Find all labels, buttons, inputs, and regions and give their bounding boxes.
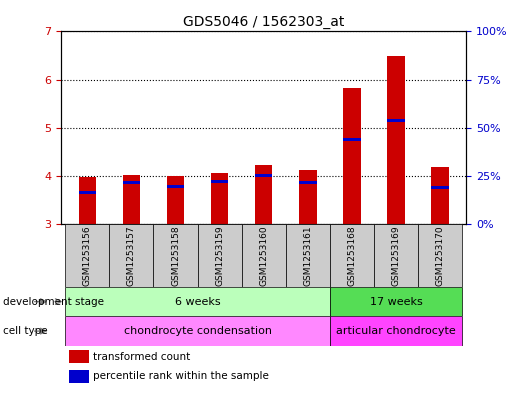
Bar bbox=[167, 185, 184, 188]
Bar bbox=[65, 224, 109, 287]
Bar bbox=[78, 191, 96, 194]
Bar bbox=[167, 176, 184, 224]
Bar bbox=[418, 224, 462, 287]
Bar bbox=[299, 170, 316, 224]
Bar bbox=[69, 369, 89, 383]
Text: transformed count: transformed count bbox=[93, 352, 191, 362]
Text: 6 weeks: 6 weeks bbox=[175, 297, 220, 307]
Text: development stage: development stage bbox=[3, 297, 104, 307]
Text: GSM1253157: GSM1253157 bbox=[127, 225, 136, 286]
Bar bbox=[65, 287, 330, 316]
Text: GSM1253160: GSM1253160 bbox=[259, 225, 268, 286]
Bar bbox=[299, 181, 316, 184]
Bar bbox=[69, 350, 89, 363]
Text: GSM1253158: GSM1253158 bbox=[171, 225, 180, 286]
Text: cell type: cell type bbox=[3, 326, 47, 336]
Bar bbox=[343, 88, 360, 224]
Bar bbox=[122, 181, 140, 184]
Bar bbox=[330, 224, 374, 287]
Bar bbox=[387, 57, 405, 224]
Bar bbox=[255, 174, 272, 177]
Text: GSM1253168: GSM1253168 bbox=[347, 225, 356, 286]
Bar bbox=[65, 316, 330, 346]
Bar bbox=[211, 180, 228, 183]
Bar bbox=[330, 316, 462, 346]
Text: GSM1253170: GSM1253170 bbox=[436, 225, 445, 286]
Text: GSM1253156: GSM1253156 bbox=[83, 225, 92, 286]
Bar bbox=[387, 119, 405, 122]
Bar bbox=[286, 224, 330, 287]
Title: GDS5046 / 1562303_at: GDS5046 / 1562303_at bbox=[183, 15, 344, 29]
Bar bbox=[198, 224, 242, 287]
Bar bbox=[122, 175, 140, 224]
Text: GSM1253159: GSM1253159 bbox=[215, 225, 224, 286]
Bar bbox=[431, 186, 449, 189]
Bar bbox=[343, 138, 360, 141]
Text: GSM1253169: GSM1253169 bbox=[391, 225, 400, 286]
Bar bbox=[431, 167, 449, 224]
Text: articular chondrocyte: articular chondrocyte bbox=[336, 326, 456, 336]
Bar bbox=[109, 224, 154, 287]
Bar bbox=[154, 224, 198, 287]
Text: GSM1253161: GSM1253161 bbox=[303, 225, 312, 286]
Bar bbox=[211, 173, 228, 224]
Text: percentile rank within the sample: percentile rank within the sample bbox=[93, 371, 269, 381]
Bar bbox=[242, 224, 286, 287]
Bar bbox=[255, 165, 272, 224]
Bar bbox=[374, 224, 418, 287]
Bar bbox=[330, 287, 462, 316]
Text: 17 weeks: 17 weeks bbox=[369, 297, 422, 307]
Bar bbox=[78, 177, 96, 224]
Text: chondrocyte condensation: chondrocyte condensation bbox=[123, 326, 271, 336]
